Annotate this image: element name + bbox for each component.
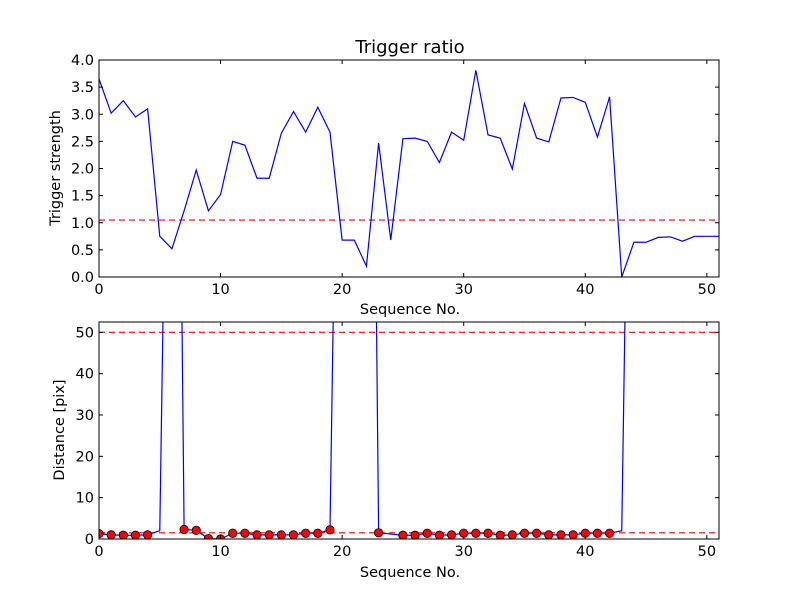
chart-title: Trigger ratio <box>354 37 464 58</box>
data-point <box>519 528 530 538</box>
x-tick-label: 20 <box>333 544 351 560</box>
x-axis-label: Sequence No. <box>360 565 460 581</box>
y-tick-label: 2.5 <box>71 134 94 150</box>
x-axis-label: Sequence No. <box>360 302 460 318</box>
data-point <box>252 530 262 539</box>
data-point <box>325 525 335 535</box>
data-point <box>556 530 566 539</box>
x-tick-label: 50 <box>698 282 716 298</box>
data-point <box>507 530 517 539</box>
x-tick-label: 20 <box>333 282 351 298</box>
y-tick-label: 10 <box>76 491 94 507</box>
y-tick-label: 2.0 <box>71 162 94 178</box>
trigger-ratio-plot: Trigger ratio Sequence No. Trigger stren… <box>48 37 720 318</box>
data-point <box>288 530 299 539</box>
distance-plot: Sequence No. Distance [pix] 0 10 20 30 40 50 0… <box>52 321 720 581</box>
series-line <box>99 70 719 277</box>
y-tick-label: 1.5 <box>71 189 94 205</box>
data-point <box>398 530 408 539</box>
data-point <box>604 528 615 538</box>
y-axis-label: Distance [pix] <box>52 379 68 480</box>
data-point <box>374 528 384 538</box>
y-tick-label: 4.0 <box>71 53 94 69</box>
data-point <box>276 530 286 539</box>
y-tick-label: 0 <box>85 532 94 548</box>
data-point <box>313 528 323 538</box>
data-point <box>143 530 153 539</box>
data-point <box>471 528 481 538</box>
y-tick-label: 20 <box>76 449 94 465</box>
x-tick-label: 30 <box>454 544 472 560</box>
y-tick-label: 1.0 <box>71 216 94 232</box>
data-point <box>592 528 603 538</box>
data-point <box>179 524 189 535</box>
data-point <box>434 530 444 539</box>
y-tick-label: 3.0 <box>71 107 94 123</box>
data-point <box>191 525 201 535</box>
x-tick-label: 30 <box>454 282 472 298</box>
x-tick-label: 10 <box>211 282 229 298</box>
data-point <box>495 530 505 539</box>
y-tick-label: 30 <box>76 408 94 424</box>
y-tick-label: 0.5 <box>71 243 94 259</box>
x-tick-label: 40 <box>576 544 594 560</box>
y-tick-label: 40 <box>76 367 94 383</box>
data-point <box>118 530 128 539</box>
y-tick-label: 50 <box>76 325 94 341</box>
y-tick-label: 0.0 <box>71 270 94 286</box>
y-tick-label: 3.5 <box>71 80 94 96</box>
data-point <box>410 530 420 539</box>
x-tick-label: 0 <box>94 544 103 560</box>
data-point <box>228 528 238 538</box>
data-point <box>483 528 493 538</box>
data-point <box>568 530 578 539</box>
x-tick-label: 10 <box>211 544 229 560</box>
data-point <box>532 528 542 538</box>
x-tick-label: 40 <box>576 282 594 298</box>
data-point <box>544 530 554 539</box>
data-point <box>240 528 250 538</box>
plot-frame <box>98 321 720 540</box>
y-axis-label: Trigger strength <box>48 110 64 227</box>
data-point <box>106 530 116 539</box>
data-point <box>301 528 311 538</box>
data-point <box>130 530 141 539</box>
data-point <box>422 528 432 538</box>
data-point <box>264 530 274 539</box>
x-tick-label: 50 <box>698 544 716 560</box>
x-tick-label: 0 <box>94 282 103 298</box>
data-point <box>446 530 457 539</box>
